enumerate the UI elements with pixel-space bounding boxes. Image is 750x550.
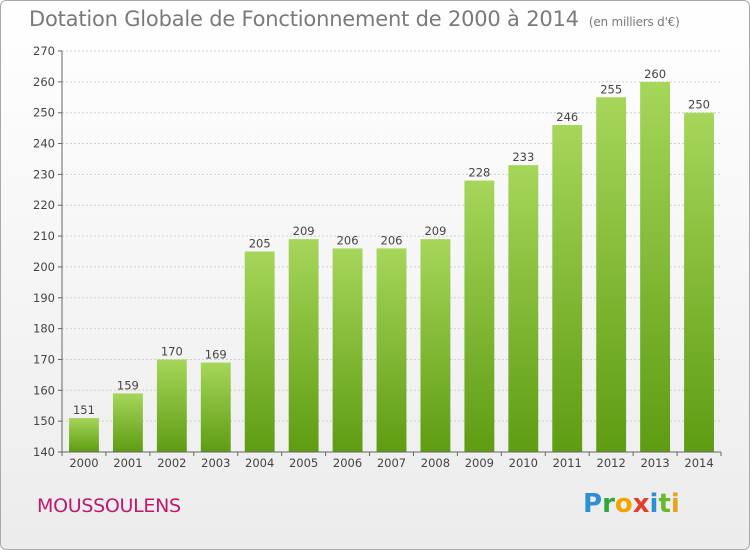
y-tick-label: 250 — [33, 106, 55, 120]
chart-subtitle: (en milliers d'€) — [588, 15, 680, 29]
data-label: 206 — [381, 233, 403, 247]
data-labels: 151 159 170 169 205 209 206 206 209 228 233 246 255 2… — [73, 67, 710, 417]
y-tick-label: 200 — [33, 260, 55, 274]
x-tick-label: 2009 — [465, 456, 494, 470]
x-tick-label: 2012 — [597, 456, 626, 470]
x-tick-label: 2011 — [553, 456, 582, 470]
commune-name: MOUSSOULENS — [37, 495, 181, 517]
data-label: 159 — [117, 378, 139, 392]
x-tick-label: 2008 — [421, 456, 450, 470]
chart-title-text: Dotation Globale de Fonctionnement de 20… — [29, 7, 579, 31]
x-tick-label: 2006 — [333, 456, 362, 470]
data-label: 151 — [73, 403, 95, 417]
bar-2014 — [684, 112, 714, 452]
bar-2006 — [332, 248, 363, 452]
bar-2002 — [156, 359, 187, 452]
x-tick-label: 2001 — [113, 456, 142, 470]
bar-2009 — [464, 180, 495, 453]
bar-2012 — [596, 97, 627, 453]
bar-2007 — [376, 248, 407, 452]
bar-2013 — [640, 81, 671, 452]
y-tick-label: 170 — [33, 352, 55, 366]
bars-group — [69, 81, 714, 453]
data-label: 209 — [424, 224, 446, 238]
y-tick-label: 220 — [33, 198, 55, 212]
bar-2004 — [244, 251, 275, 452]
proxiti-logo: Proxiti — [583, 489, 680, 519]
data-label: 233 — [512, 150, 534, 164]
data-label: 260 — [644, 67, 666, 81]
x-tick-label: 2000 — [69, 456, 98, 470]
data-label: 170 — [161, 344, 183, 358]
x-tick-label: 2003 — [201, 456, 230, 470]
data-label: 255 — [600, 82, 622, 96]
axes: 140 150 160 170 180 190 200 210 220 230 240 250 260 2… — [33, 44, 722, 470]
bar-2008 — [420, 239, 451, 452]
y-tick-label: 190 — [33, 291, 55, 305]
bar-2003 — [200, 362, 231, 452]
x-tick-label: 2004 — [245, 456, 274, 470]
y-tick-label: 210 — [33, 229, 55, 243]
bar-2000 — [69, 418, 99, 452]
y-tick-label: 270 — [33, 44, 55, 58]
data-label: 209 — [293, 224, 315, 238]
data-label: 169 — [205, 348, 227, 362]
x-tick-label: 2007 — [377, 456, 406, 470]
x-tick-label: 2010 — [509, 456, 538, 470]
data-label: 228 — [468, 166, 490, 180]
chart-title: Dotation Globale de Fonctionnement de 20… — [29, 7, 680, 31]
y-tick-label: 180 — [33, 322, 55, 336]
y-tick-label: 260 — [33, 75, 55, 89]
data-label: 246 — [556, 110, 578, 124]
y-tick-label: 140 — [33, 445, 55, 459]
x-tick-label: 2013 — [640, 456, 669, 470]
data-label: 206 — [337, 233, 359, 247]
x-tick-label: 2014 — [684, 456, 713, 470]
y-tick-label: 160 — [33, 383, 55, 397]
bar-2010 — [508, 165, 539, 452]
bar-2011 — [552, 125, 583, 453]
data-label: 250 — [688, 98, 710, 112]
y-tick-label: 150 — [33, 414, 55, 428]
data-label: 205 — [249, 237, 271, 251]
bar-2001 — [112, 393, 143, 452]
x-tick-label: 2002 — [157, 456, 186, 470]
y-tick-label: 240 — [33, 137, 55, 151]
bar-2005 — [288, 239, 319, 452]
x-tick-label: 2005 — [289, 456, 318, 470]
y-tick-label: 230 — [33, 167, 55, 181]
